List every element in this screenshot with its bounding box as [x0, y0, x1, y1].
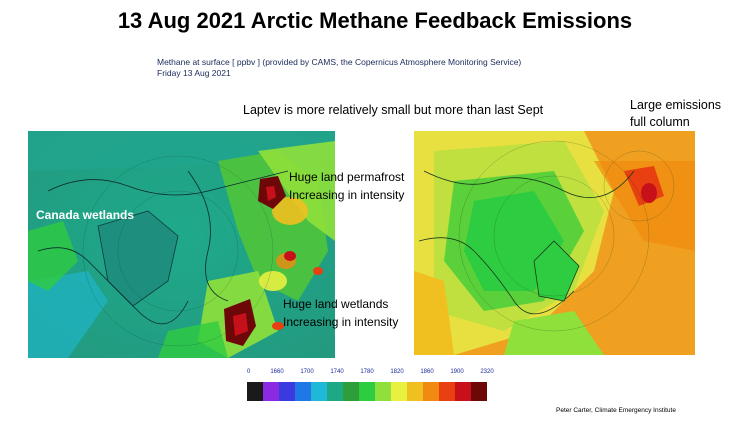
scale-swatch — [391, 382, 407, 401]
credit-text: Peter Carter, Climate Emergency Institut… — [556, 407, 676, 414]
scale-label: 1820 — [390, 369, 404, 375]
scale-swatch — [247, 382, 263, 401]
scale-swatch — [295, 382, 311, 401]
column-methane-map — [414, 131, 695, 355]
scale-swatch — [327, 382, 343, 401]
scale-swatch — [279, 382, 295, 401]
scale-label: 1660 — [270, 369, 284, 375]
large-emissions-note: Large emissions full column — [630, 97, 721, 131]
scale-swatch — [263, 382, 279, 401]
scale-label: 1860 — [420, 369, 434, 375]
large-emissions-line2: full column — [630, 115, 690, 129]
scale-label: 0 — [247, 369, 251, 375]
surface-methane-map — [28, 131, 335, 358]
wetlands-line2: Increasing in intensity — [283, 315, 399, 329]
color-scale-bar — [247, 382, 487, 401]
scale-swatch — [359, 382, 375, 401]
wetlands-line1: Huge land wetlands — [283, 297, 389, 311]
scale-label: 1780 — [360, 369, 374, 375]
scale-label: 2320 — [480, 369, 494, 375]
permafrost-line1: Huge land permafrost — [289, 170, 405, 184]
scale-label: 1740 — [330, 369, 344, 375]
scale-swatch — [375, 382, 391, 401]
map-date: Friday 13 Aug 2021 — [157, 68, 231, 78]
scale-label: 1900 — [450, 369, 464, 375]
scale-label: 1700 — [300, 369, 314, 375]
slide-title: 13 Aug 2021 Arctic Methane Feedback Emis… — [117, 8, 633, 33]
scale-swatch — [311, 382, 327, 401]
color-scale-labels: 0 1660 1700 1740 1780 1820 1860 1900 2320 — [247, 369, 494, 379]
permafrost-annotation: Huge land permafrost Increasing in inten… — [289, 168, 404, 204]
laptev-note: Laptev is more relatively small but more… — [243, 103, 544, 117]
scale-swatch — [455, 382, 471, 401]
scale-swatch — [343, 382, 359, 401]
scale-swatch — [407, 382, 423, 401]
scale-swatch — [439, 382, 455, 401]
scale-swatch — [423, 382, 439, 401]
map-subtitle: Methane at surface [ ppbv ] (provided by… — [157, 57, 522, 67]
wetlands-annotation: Huge land wetlands Increasing in intensi… — [283, 295, 398, 331]
permafrost-line2: Increasing in intensity — [289, 188, 405, 202]
large-emissions-line1: Large emissions — [630, 98, 722, 112]
scale-swatch — [471, 382, 487, 401]
canada-wetlands-label: Canada wetlands — [36, 208, 135, 222]
